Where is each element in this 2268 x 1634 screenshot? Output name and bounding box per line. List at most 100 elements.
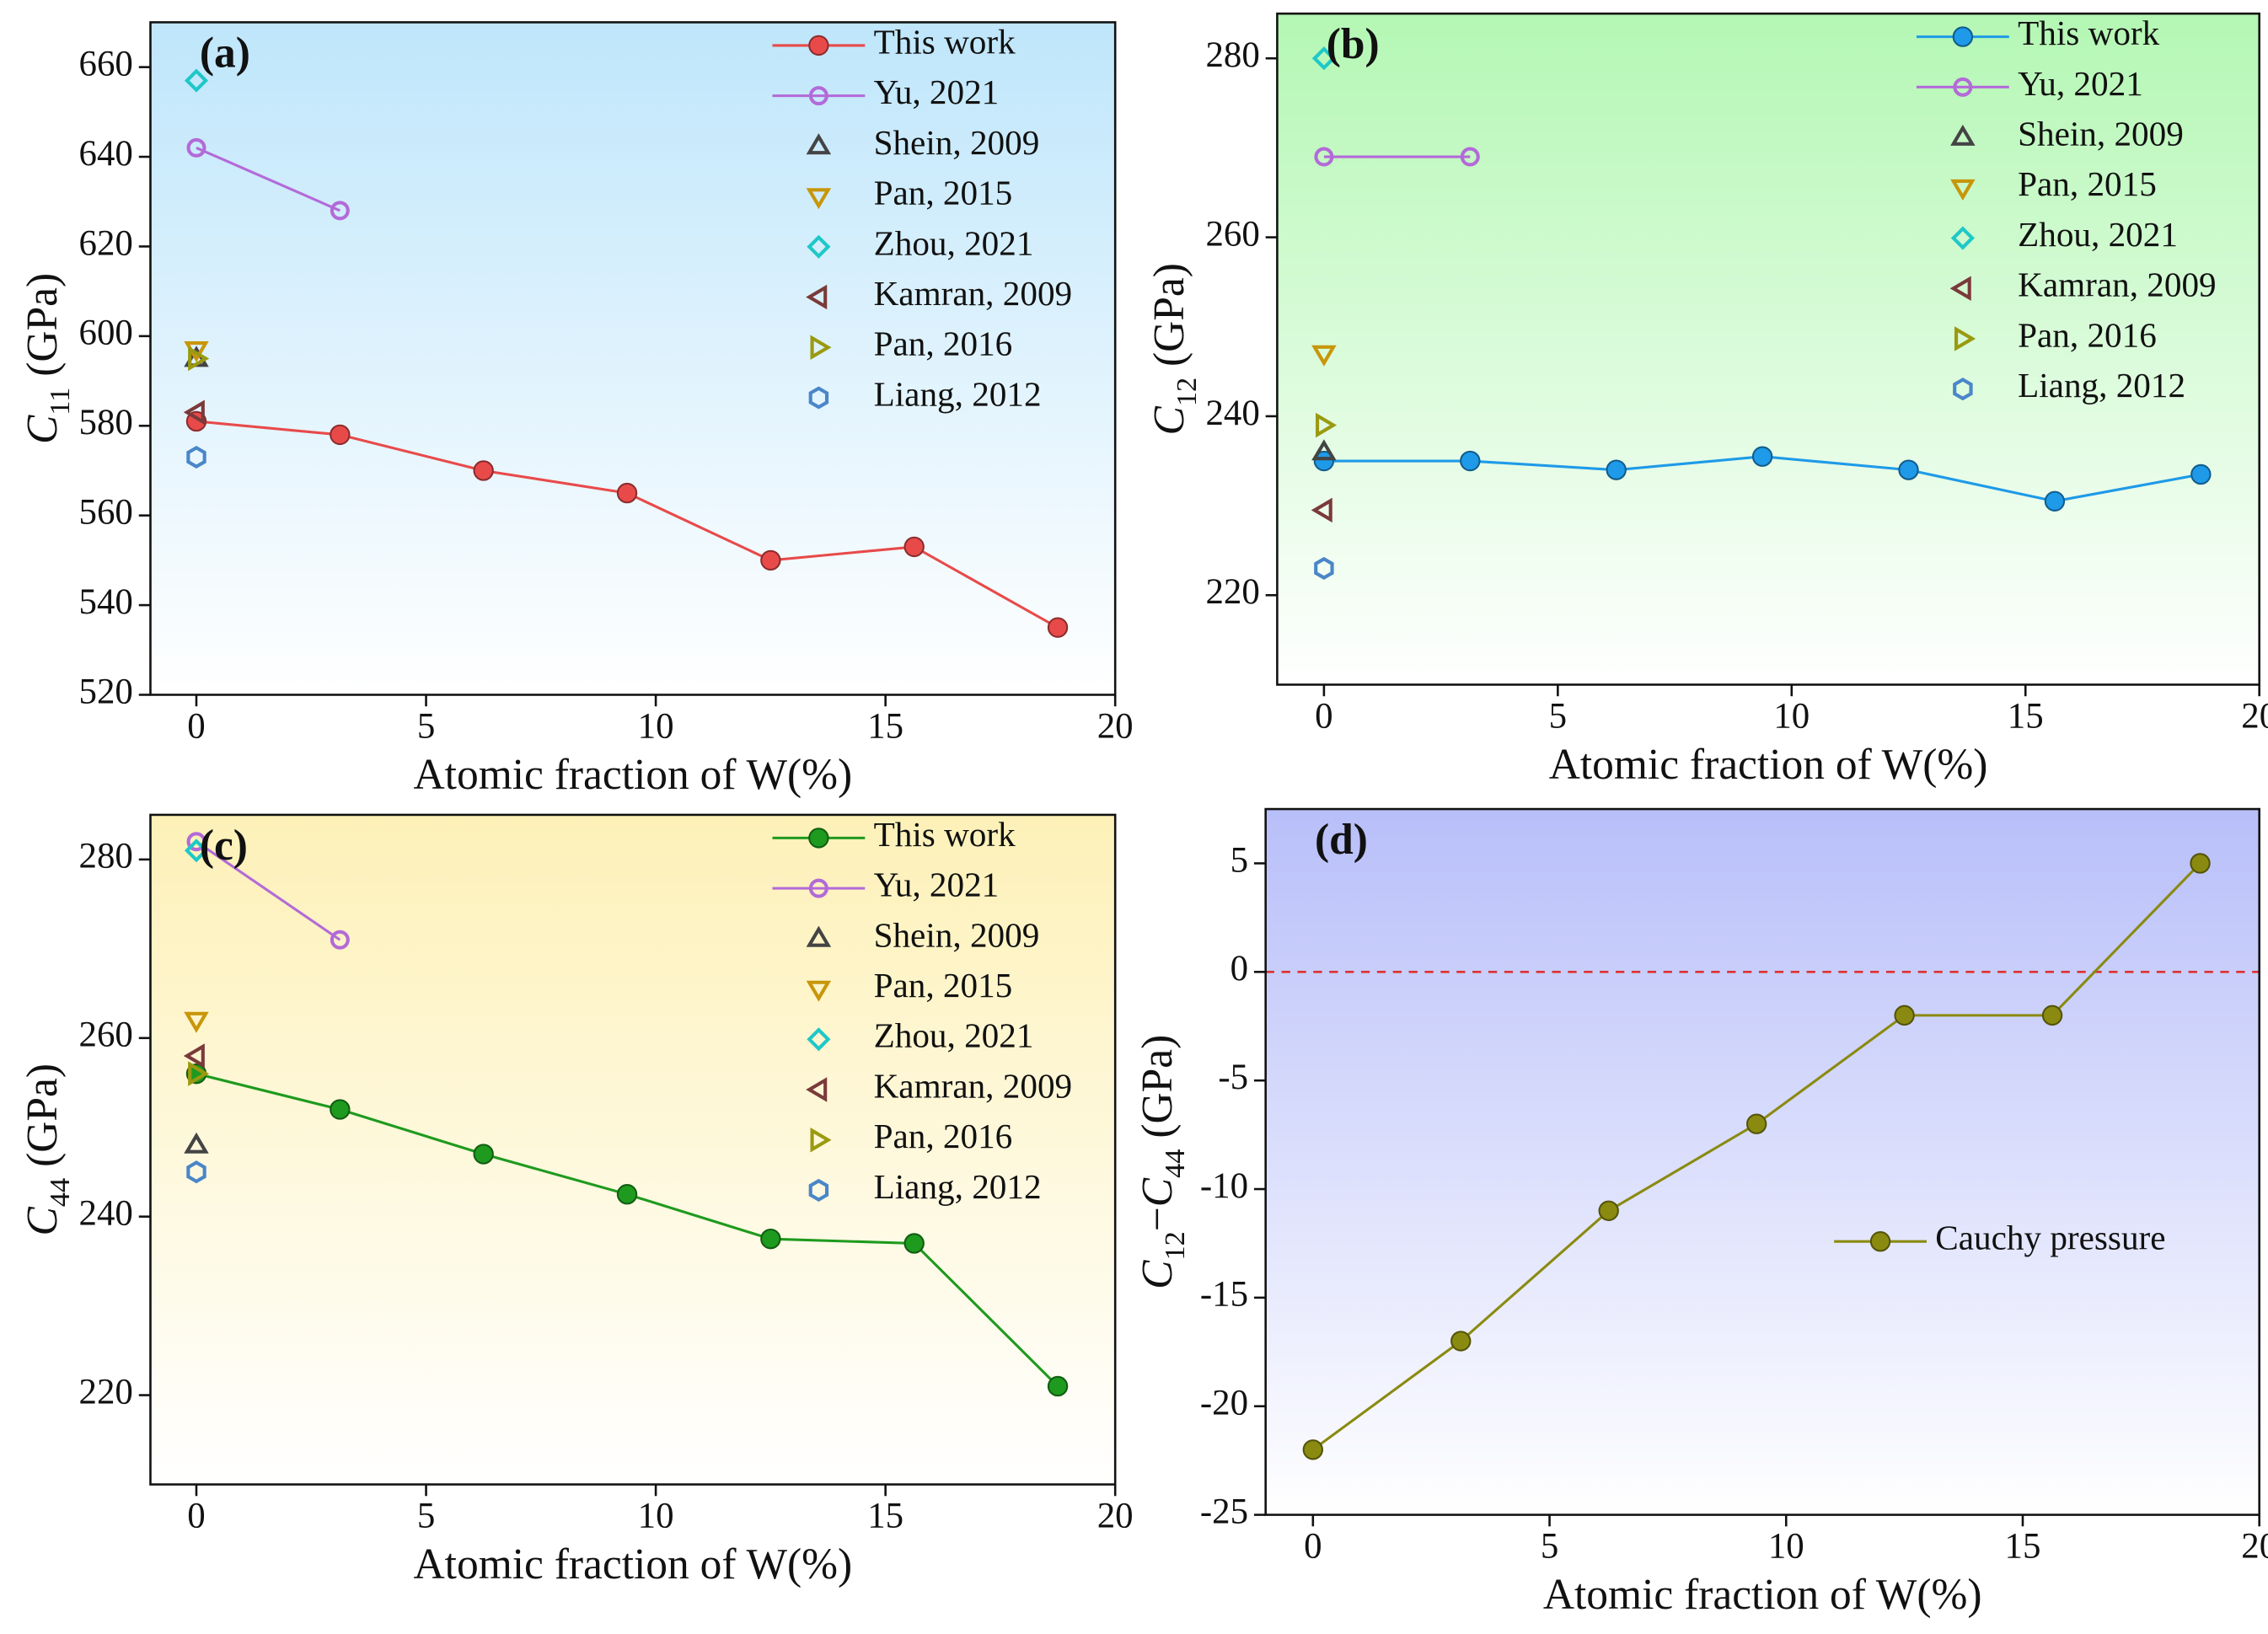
y-axis-title-part: C [19, 1206, 67, 1235]
panel-label: (d) [1315, 816, 1368, 864]
legend-marker [1953, 378, 1973, 401]
plot-frame [149, 813, 1117, 1486]
marker [188, 1061, 210, 1086]
legend-label: Pan, 2016 [874, 324, 1013, 363]
legend-marker [1954, 326, 1976, 351]
marker [1894, 1005, 1915, 1026]
y-tick-label: 260 [1205, 214, 1259, 254]
marker [1311, 345, 1337, 367]
marker [1311, 497, 1332, 523]
series-line [196, 840, 341, 941]
y-tick-label: -5 [1218, 1058, 1248, 1097]
y-tick-label: 520 [79, 672, 133, 711]
series-line [196, 146, 340, 212]
marker [1314, 556, 1334, 580]
marker [1751, 446, 1773, 467]
legend-marker [1950, 179, 1976, 201]
y-axis-title-part: C [1134, 1177, 1182, 1207]
panel: 0 5 10 15 20 520 540 560 580 600 620 640 660 Atomic f… [19, 21, 1134, 799]
marker [760, 549, 781, 571]
marker [1450, 1331, 1472, 1352]
y-axis-title-part: (GPa) [1134, 1035, 1182, 1149]
marker [1314, 147, 1334, 167]
x-tick-label: 0 [1304, 1527, 1322, 1567]
x-tick-label: 20 [2241, 1527, 2268, 1567]
plot-background [1265, 809, 2260, 1515]
y-axis-title-part: C [1145, 406, 1193, 436]
y-tick-label: 560 [79, 493, 133, 533]
plot-frame [1264, 807, 2260, 1516]
marker [903, 536, 925, 558]
legend-label: Zhou, 2021 [874, 223, 1034, 262]
legend-marker [1953, 77, 1973, 97]
y-axis-title-part: 44 [1159, 1149, 1191, 1178]
marker [1311, 439, 1337, 461]
marker [1460, 147, 1480, 167]
x-axis-title: Atomic fraction of W(%) [1543, 1571, 1982, 1619]
legend-marker [807, 1027, 831, 1052]
legend-label: Pan, 2016 [874, 1117, 1013, 1155]
y-tick-label: 640 [79, 134, 133, 174]
legend-marker [808, 828, 829, 849]
marker [184, 68, 209, 93]
legend-label: Shein, 2009 [874, 123, 1040, 162]
x-tick-label: 10 [638, 707, 674, 747]
x-axis-title: Atomic fraction of W(%) [413, 1540, 852, 1588]
x-tick-label: 15 [867, 707, 903, 747]
legend-marker [808, 35, 829, 56]
x-tick-label: 15 [867, 1497, 903, 1536]
legend-label: Yu, 2021 [2018, 64, 2143, 103]
y-axis-title: C11 (GPa) [19, 273, 76, 444]
marker [186, 1160, 206, 1184]
marker [1313, 450, 1335, 472]
y-tick-label: -25 [1200, 1492, 1248, 1531]
y-axis-title: C12 (GPa) [1145, 263, 1203, 435]
y-tick-label: 280 [79, 837, 133, 876]
y-tick-label: 540 [79, 582, 133, 622]
legend-marker [1950, 226, 1975, 250]
marker [186, 445, 206, 469]
x-tick-label: 10 [1768, 1527, 1804, 1567]
x-axis-title: Atomic fraction of W(%) [1549, 741, 1988, 789]
legend-marker [807, 234, 831, 259]
y-tick-label: 5 [1231, 840, 1248, 880]
legend-marker [806, 925, 832, 947]
marker [186, 137, 206, 158]
legend-marker [808, 1178, 829, 1202]
panel: 0 5 10 15 20 220 240 260 280 Atomic fraction of W… [1145, 12, 2268, 789]
legend-marker [808, 878, 828, 898]
legend-marker [808, 386, 829, 410]
x-tick-label: 5 [1541, 1527, 1558, 1567]
marker [2190, 463, 2212, 485]
plot-background [150, 22, 1116, 695]
plot-area [183, 68, 1069, 638]
legend-label: Cauchy pressure [1935, 1219, 2165, 1257]
marker [616, 1184, 638, 1205]
marker [2190, 853, 2211, 874]
x-tick-label: 10 [1773, 697, 1810, 737]
marker [183, 399, 205, 426]
marker [1316, 412, 1338, 438]
legend-label: Pan, 2015 [874, 174, 1013, 212]
legend-marker [806, 133, 832, 155]
marker [1606, 459, 1627, 480]
y-tick-label: 260 [79, 1015, 133, 1055]
legend-marker [810, 1127, 832, 1153]
x-tick-label: 20 [1097, 1497, 1134, 1536]
y-tick-label: 580 [79, 403, 133, 442]
legend-label: Yu, 2021 [874, 72, 1000, 111]
marker [188, 346, 210, 372]
legend-label: This work [874, 22, 1016, 61]
marker [183, 1043, 205, 1069]
y-axis-title-part: − [1134, 1207, 1182, 1231]
marker [330, 424, 351, 446]
marker [2041, 1005, 2063, 1026]
legend-marker [810, 335, 832, 361]
marker [330, 1099, 351, 1120]
x-tick-label: 10 [638, 1497, 674, 1536]
legend-marker [1949, 276, 1971, 301]
legend-label: Pan, 2015 [874, 966, 1013, 1005]
panel: 0 5 10 15 20 220 240 260 280 Atomic fraction of W… [19, 813, 1134, 1588]
